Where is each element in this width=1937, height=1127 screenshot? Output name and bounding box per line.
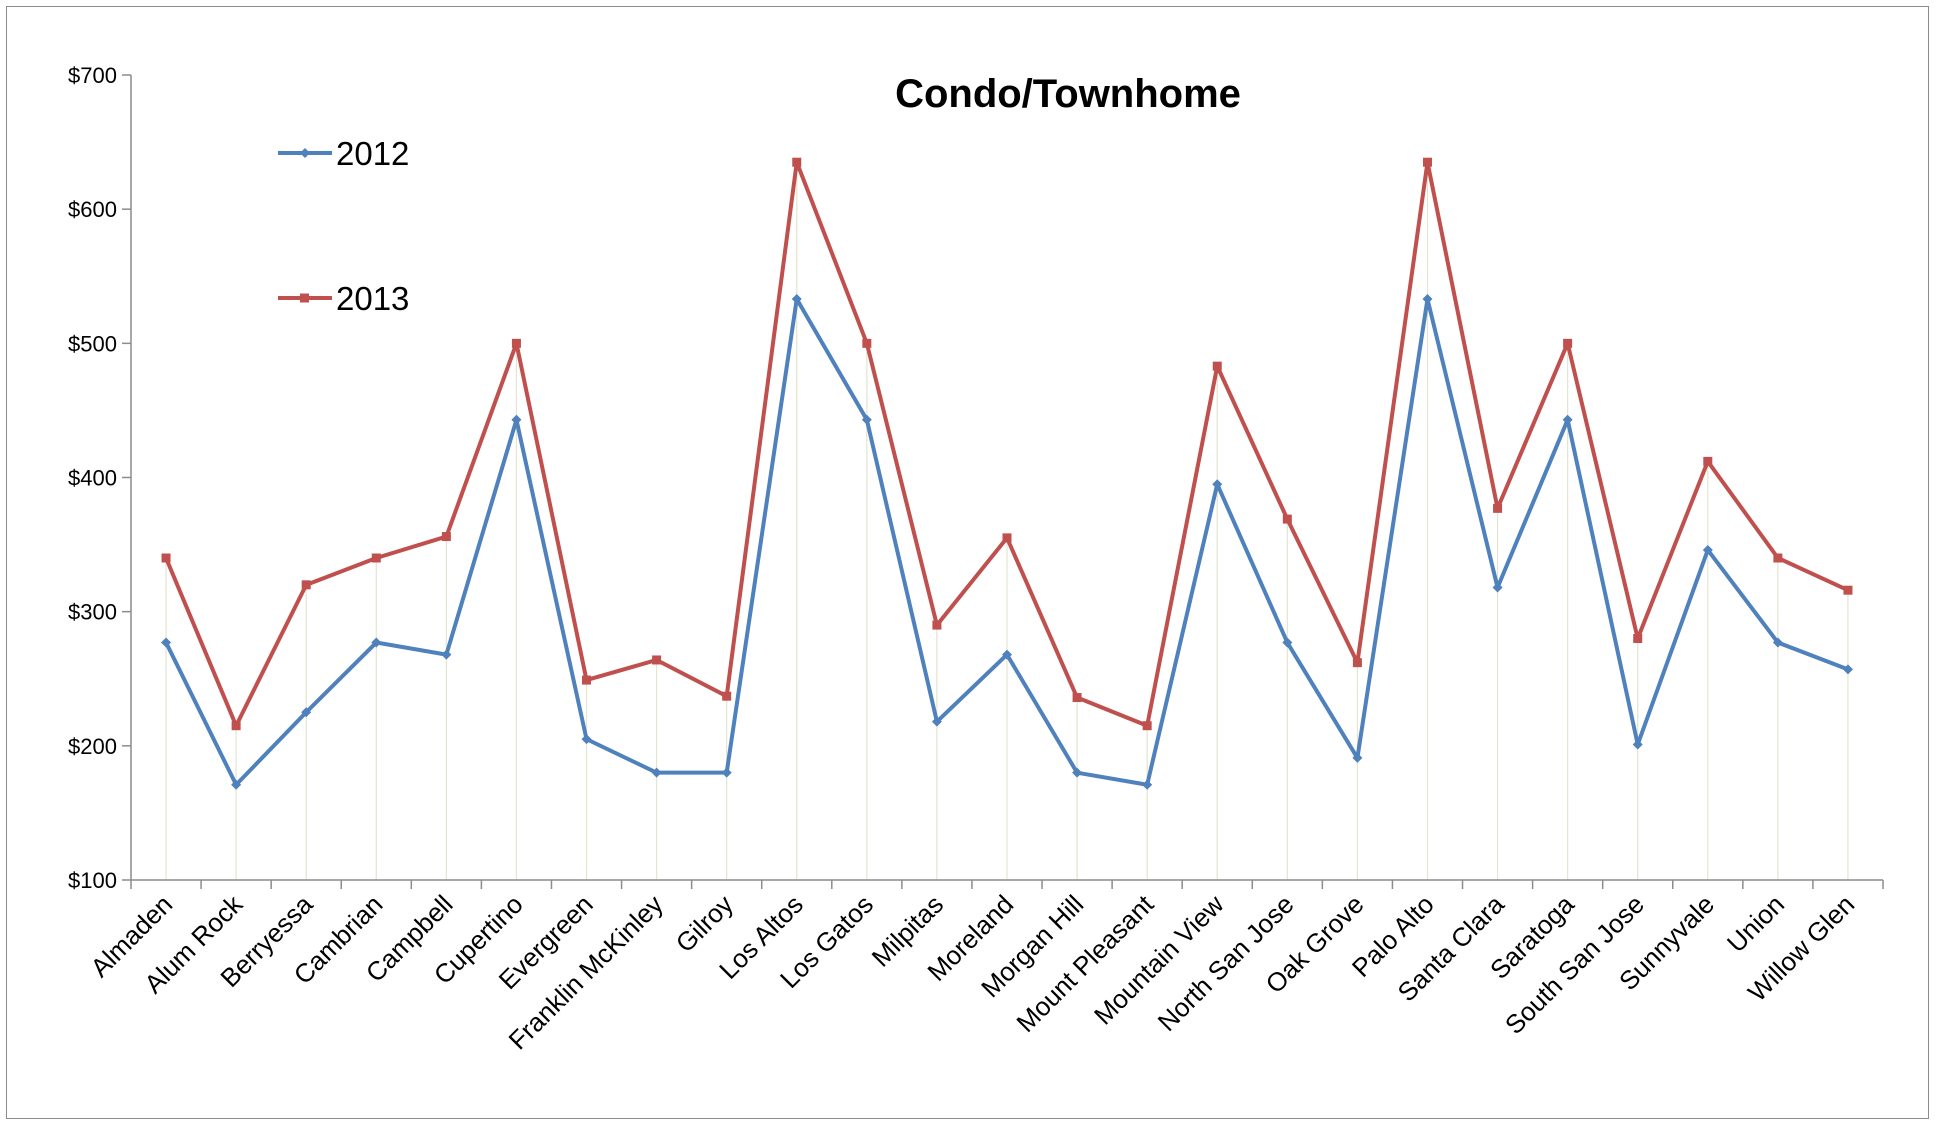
data-point-2012 (441, 649, 452, 660)
legend: 2012 2013 (278, 135, 409, 317)
data-point-2013 (1563, 338, 1573, 348)
data-point-2012 (861, 414, 872, 425)
data-point-2012 (161, 637, 172, 648)
data-point-2013 (1773, 553, 1783, 563)
data-point-2012 (1422, 294, 1433, 305)
data-point-2012 (1702, 544, 1713, 555)
data-point-2013 (862, 338, 872, 348)
data-point-2012 (301, 707, 312, 718)
data-point-2012 (1282, 637, 1293, 648)
y-tick-label: $300 (68, 600, 117, 625)
data-point-2012 (1632, 739, 1643, 750)
legend-label-2012: 2012 (336, 135, 409, 172)
series-lines (161, 157, 1853, 790)
data-point-2013 (1282, 514, 1292, 524)
data-point-2013 (161, 553, 171, 563)
data-point-2013 (1212, 361, 1222, 371)
chart-title: Condo/Townhome (895, 72, 1241, 116)
y-tick-label: $500 (68, 331, 117, 356)
data-point-2013 (1072, 693, 1082, 703)
data-point-2013 (792, 157, 802, 167)
data-point-2012 (1002, 649, 1012, 660)
data-point-2012 (1842, 664, 1853, 675)
data-point-2012 (1562, 414, 1573, 425)
data-point-2013 (582, 675, 592, 685)
data-point-2013 (301, 580, 311, 590)
data-point-2013 (1142, 721, 1152, 731)
data-point-2013 (441, 532, 451, 542)
data-point-2012 (1772, 637, 1783, 648)
data-point-2012 (231, 779, 242, 790)
data-point-2013 (932, 620, 942, 630)
data-point-2012 (511, 414, 522, 425)
y-tick-label: $400 (68, 466, 117, 491)
y-tick-label: $100 (68, 868, 117, 893)
data-point-2012 (581, 734, 592, 745)
legend-marker-2012 (300, 148, 310, 158)
data-point-2012 (371, 637, 382, 648)
data-point-2013 (371, 553, 381, 563)
y-tick-label: $200 (68, 734, 117, 759)
legend-label-2013: 2013 (336, 280, 409, 317)
chart-area (6, 6, 1929, 1119)
data-point-2012 (651, 767, 662, 778)
data-point-2012 (1142, 779, 1153, 790)
data-point-2012 (931, 716, 942, 727)
data-point-2013 (1493, 503, 1503, 513)
data-point-2013 (652, 655, 662, 665)
y-tick-label: $700 (68, 63, 117, 88)
data-point-2012 (1492, 582, 1503, 593)
data-point-2013 (722, 691, 732, 701)
data-point-2013 (1633, 634, 1643, 643)
axes: $100$200$300$400$500$600$700AlmadenAlum … (68, 63, 1884, 1055)
y-tick-label: $600 (68, 197, 117, 222)
data-point-2013 (231, 721, 241, 731)
data-point-2012 (721, 767, 732, 778)
data-point-2013 (1352, 658, 1362, 668)
data-point-2013 (1703, 456, 1713, 466)
data-point-2012 (791, 294, 802, 305)
data-point-2012 (1072, 767, 1083, 778)
legend-marker-2013 (300, 293, 309, 303)
drop-lines (165, 162, 1849, 880)
data-point-2012 (1212, 479, 1223, 490)
data-point-2013 (1422, 157, 1432, 167)
data-point-2012 (1352, 752, 1363, 763)
data-point-2013 (1002, 533, 1012, 543)
data-point-2013 (1843, 585, 1853, 595)
data-point-2013 (511, 338, 521, 348)
